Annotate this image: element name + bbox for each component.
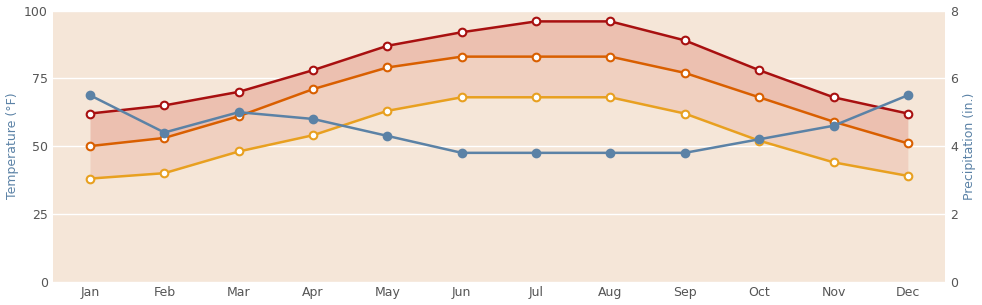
- Y-axis label: Temperature (°F): Temperature (°F): [6, 93, 19, 199]
- Y-axis label: Precipitation (in.): Precipitation (in.): [963, 92, 976, 200]
